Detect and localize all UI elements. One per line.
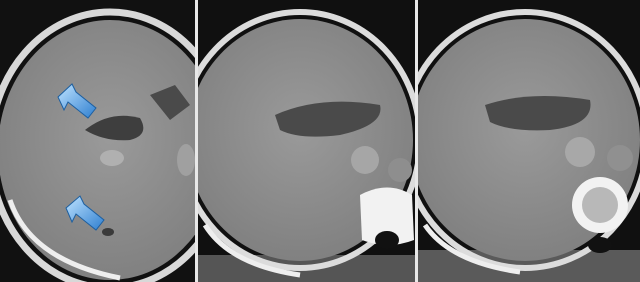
ct-panel bbox=[418, 0, 640, 282]
aorta bbox=[351, 146, 379, 174]
arrow bbox=[65, 195, 105, 231]
body-wall bbox=[418, 9, 640, 271]
lesion bbox=[102, 228, 114, 236]
vessel bbox=[150, 85, 190, 120]
spinal-canal bbox=[375, 231, 399, 249]
portal-vessel bbox=[85, 115, 144, 141]
vessel-bright bbox=[177, 144, 195, 176]
body-wall bbox=[0, 8, 195, 282]
liver bbox=[198, 19, 413, 261]
divider bbox=[195, 0, 198, 282]
aorta bbox=[565, 137, 595, 167]
rib bbox=[422, 223, 521, 275]
ct-panel bbox=[198, 0, 415, 282]
vertebra bbox=[360, 187, 414, 245]
vessel bbox=[388, 158, 412, 182]
rib bbox=[202, 223, 301, 278]
vessel bbox=[607, 145, 633, 171]
porta-hepatis bbox=[275, 101, 381, 137]
liver bbox=[0, 20, 195, 280]
porta-hepatis bbox=[485, 96, 591, 131]
rib bbox=[7, 199, 121, 281]
divider bbox=[415, 0, 418, 282]
vertebral-body bbox=[582, 187, 618, 223]
arrow bbox=[57, 83, 97, 119]
body-wall bbox=[198, 9, 415, 271]
ct-panel bbox=[0, 0, 195, 282]
vessel-bright bbox=[100, 150, 124, 166]
spinal-canal bbox=[588, 237, 612, 253]
